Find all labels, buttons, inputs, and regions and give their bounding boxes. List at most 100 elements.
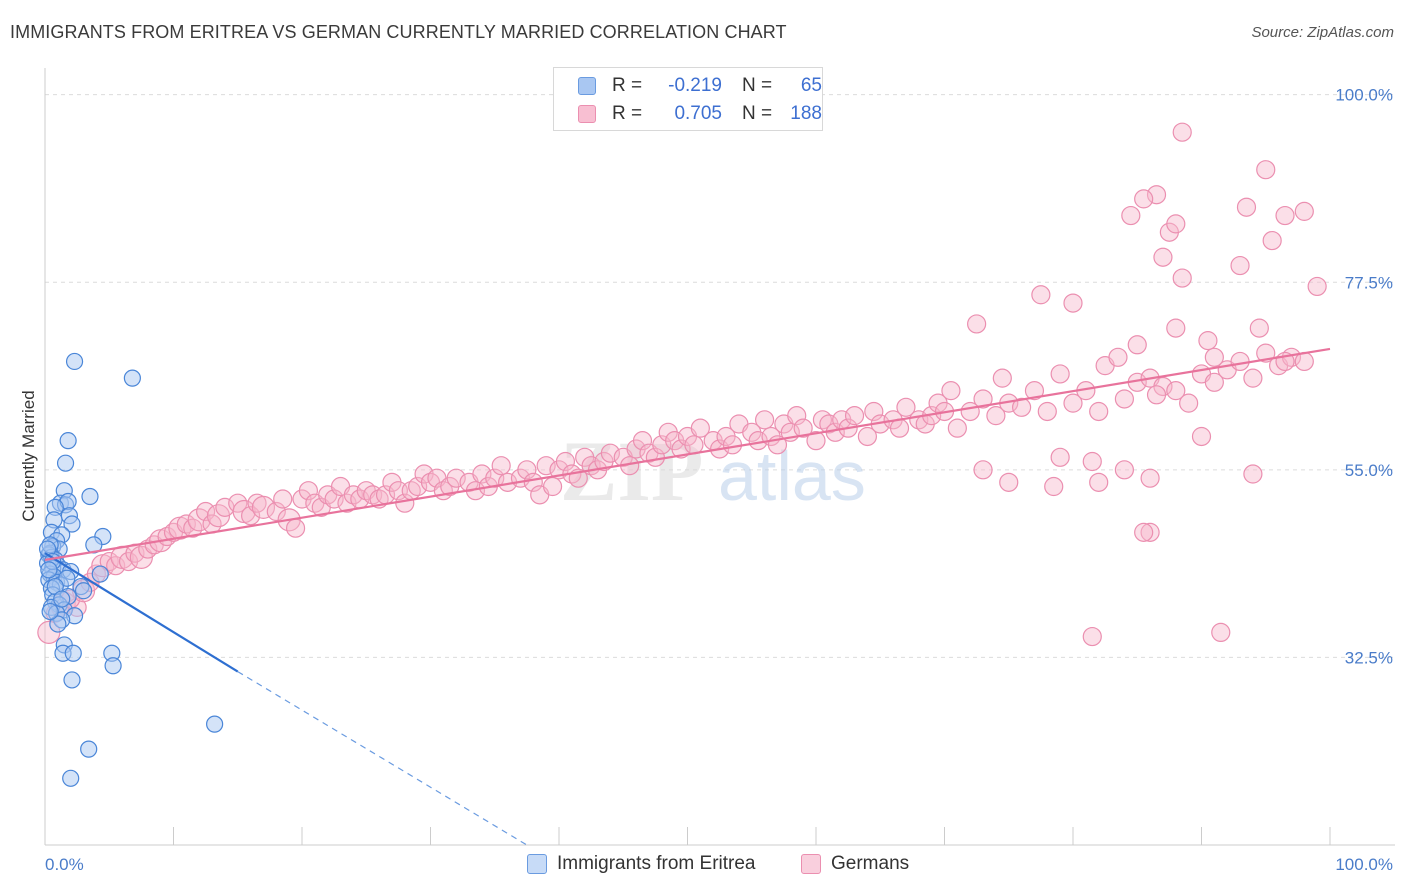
germans-point: [1243, 464, 1263, 484]
legend-r-value: 0.705: [674, 103, 722, 124]
germans-point: [1236, 197, 1257, 217]
eritrea-point: [58, 569, 76, 587]
germans-point: [967, 314, 987, 334]
germans-point: [1204, 372, 1224, 392]
germans-point: [690, 418, 710, 438]
germans-point: [1108, 347, 1128, 367]
germans-point: [196, 501, 216, 522]
germans-point: [1082, 626, 1102, 647]
germans-point: [1024, 381, 1045, 401]
germans-point: [1230, 351, 1250, 372]
eritrea-point: [41, 602, 59, 621]
germans-point: [1249, 318, 1269, 338]
germans-point: [1089, 472, 1109, 492]
germans-point: [1256, 343, 1276, 363]
germans-point: [1307, 276, 1327, 297]
germans-point: [671, 439, 691, 459]
legend-row-germans: R = 0.705 N = 188: [578, 101, 822, 127]
germans-point: [485, 468, 505, 488]
legend-n-value: 188: [790, 103, 822, 124]
germans-point: [684, 435, 704, 455]
germans-point: [793, 418, 813, 438]
y-tick-label: 77.5%: [1345, 273, 1393, 292]
eritrea-point: [104, 657, 122, 675]
germans-point: [973, 460, 993, 480]
legend-r-value: -0.219: [668, 75, 722, 96]
bottom-legend-eritrea: Immigrants from Eritrea: [527, 852, 755, 876]
y-tick-labels: 32.5% 55.0% 77.5% 100.0%: [1335, 86, 1393, 668]
germans-point: [472, 464, 492, 484]
germans-point: [1146, 385, 1167, 405]
germans-point: [1153, 247, 1173, 267]
legend-swatch-eritrea: [578, 77, 596, 95]
germans-point: [986, 406, 1006, 426]
germans-point: [806, 431, 826, 451]
germans-point: [536, 456, 556, 476]
source-label: Source: ZipAtlas.com: [1251, 24, 1394, 41]
germans-point: [446, 468, 466, 488]
germans-point: [1089, 401, 1109, 422]
germans-point: [1063, 293, 1083, 313]
germans-point: [722, 435, 743, 455]
germans-point: [1275, 205, 1295, 226]
germans-point: [241, 506, 261, 526]
germans-point: [324, 489, 344, 509]
germans-point: [844, 406, 865, 426]
y-tick-label: 100.0%: [1335, 86, 1393, 105]
legend-n-value: 65: [800, 75, 822, 96]
eritrea-point: [80, 740, 98, 758]
germans-point: [1166, 381, 1186, 401]
germans-point: [992, 368, 1012, 388]
germans-point: [896, 397, 916, 417]
germans-point: [1134, 189, 1154, 209]
germans-point: [523, 472, 543, 492]
eritrea-point: [206, 715, 224, 733]
germans-point: [632, 431, 653, 451]
germans-point: [999, 472, 1019, 492]
x-tick-labels: 0.0% 100.0%: [45, 855, 1393, 874]
germans-point: [600, 443, 621, 463]
germans-point: [1011, 397, 1032, 417]
eritrea-point: [65, 352, 84, 371]
legend-r-label: R =: [612, 103, 643, 124]
germans-point: [1140, 468, 1160, 488]
germans-point: [787, 406, 807, 426]
legend-n-label: N =: [742, 103, 773, 124]
eritrea-point: [59, 432, 77, 450]
germans-points: [37, 122, 1327, 647]
eritrea-point: [91, 565, 109, 583]
correlation-legend: R = -0.219 N = 65 R = 0.705 N = 188: [553, 67, 823, 131]
germans-point: [1262, 230, 1282, 251]
germans-point: [1204, 347, 1224, 367]
germans-point: [1172, 268, 1192, 288]
eritrea-trend-line: [44, 552, 239, 673]
germans-point: [1198, 331, 1218, 351]
legend-swatch-germans: [578, 105, 596, 123]
y-tick-label: 55.0%: [1345, 461, 1393, 480]
germans-point: [1050, 447, 1070, 467]
germans-point: [273, 489, 293, 509]
eritrea-points: [38, 352, 224, 787]
axes: [44, 68, 1395, 846]
legend-row-eritrea: R = -0.219 N = 65: [578, 73, 822, 99]
germans-point: [857, 426, 878, 447]
y-tick-label: 32.5%: [1345, 648, 1393, 667]
germans-point: [266, 501, 286, 522]
x-tick-label: 100.0%: [1335, 855, 1393, 874]
germans-point: [1031, 285, 1051, 305]
germans-point: [251, 495, 276, 519]
germans-point: [1140, 522, 1160, 542]
germans-point: [408, 476, 428, 497]
watermark-atlas: atlas: [718, 437, 866, 515]
germans-point: [1179, 393, 1199, 413]
germans-point: [285, 518, 306, 538]
bottom-legend-germans: Germans: [801, 852, 909, 876]
legend-r-label: R =: [612, 75, 643, 96]
germans-point: [1146, 185, 1167, 205]
germans-point: [555, 451, 576, 472]
legend-n-label: N =: [742, 75, 773, 96]
germans-point: [298, 481, 319, 501]
bottom-swatch-germans: [801, 854, 821, 874]
germans-point: [491, 456, 511, 476]
